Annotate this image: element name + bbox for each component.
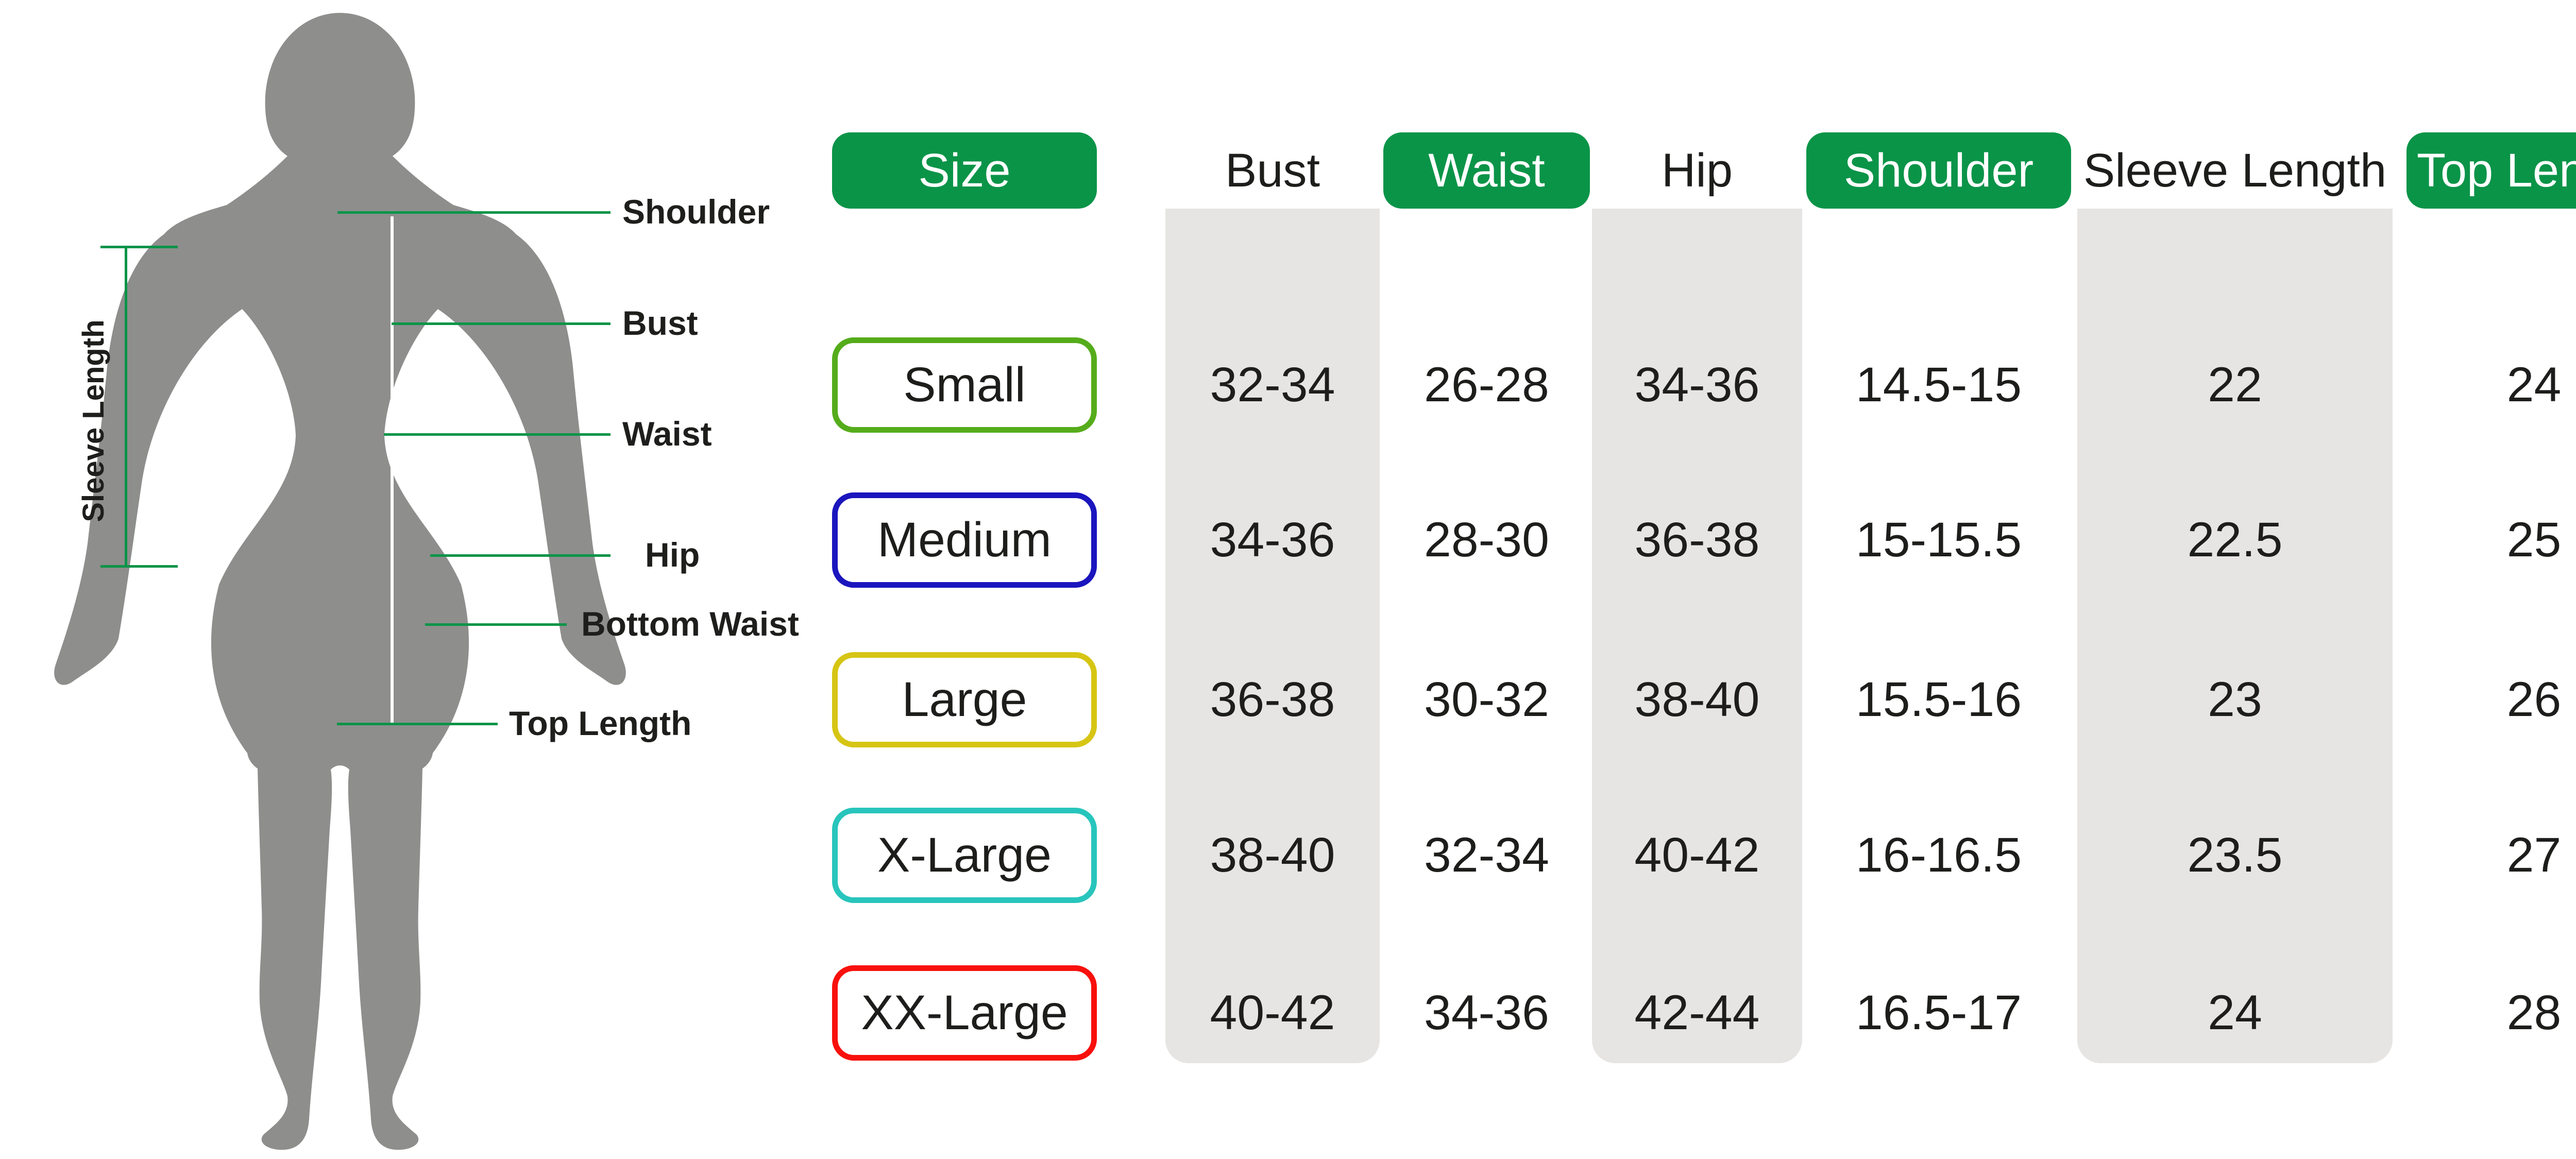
cell-x-large-waist: 32-34 — [1424, 827, 1549, 882]
sleeve-length-bracket-bottom-tick — [100, 565, 178, 568]
cell-large-sleeve-length: 23 — [2208, 672, 2262, 727]
column-stripe-bust — [1165, 209, 1380, 1063]
size-button-large: Large — [832, 652, 1097, 747]
cell-large-bust: 36-38 — [1210, 672, 1335, 727]
column-header-sleeve-length: Sleeve Length — [2077, 132, 2393, 209]
hip-measure-line — [430, 554, 611, 557]
bust-label: Bust — [622, 304, 698, 342]
cell-small-bust: 32-34 — [1210, 357, 1335, 412]
body-center-line — [391, 216, 394, 725]
cell-small-top-length: 24 — [2506, 357, 2562, 412]
woman-silhouette — [54, 13, 626, 1150]
cell-medium-shoulder: 15-15.5 — [1855, 512, 2022, 567]
cell-xx-large-bust: 40-42 — [1210, 985, 1335, 1040]
cell-x-large-bust: 38-40 — [1210, 827, 1335, 882]
cell-large-top-length: 26 — [2506, 672, 2562, 727]
size-button-xx-large: XX-Large — [832, 965, 1097, 1061]
sleeve-length-bracket-top-tick — [100, 246, 178, 248]
cell-small-shoulder: 14.5-15 — [1855, 357, 2022, 412]
cell-small-hip: 34-36 — [1634, 357, 1760, 412]
column-header-shoulder: Shoulder — [1806, 132, 2071, 209]
cell-xx-large-shoulder: 16.5-17 — [1855, 985, 2022, 1040]
cell-small-sleeve-length: 22 — [2208, 357, 2262, 412]
cell-medium-bust: 34-36 — [1210, 512, 1335, 567]
bust-measure-line — [392, 322, 611, 325]
cell-large-waist: 30-32 — [1424, 672, 1549, 727]
column-stripe-hip — [1592, 209, 1802, 1063]
column-header-waist: Waist — [1383, 132, 1590, 209]
size-button-x-large: X-Large — [832, 807, 1097, 903]
bottom-waist-label: Bottom Waist — [581, 605, 799, 643]
cell-large-shoulder: 15.5-16 — [1855, 672, 2022, 727]
column-header-size: Size — [832, 132, 1097, 209]
cell-x-large-shoulder: 16-16.5 — [1855, 827, 2022, 882]
sleeve-length-label: Sleeve Length — [77, 319, 110, 522]
hip-label: Hip — [645, 536, 700, 574]
cell-xx-large-sleeve-length: 24 — [2208, 985, 2262, 1040]
cell-medium-top-length: 25 — [2506, 512, 2562, 567]
waist-label: Waist — [622, 415, 712, 453]
shoulder-label: Shoulder — [622, 193, 770, 231]
cell-x-large-top-length: 27 — [2506, 827, 2562, 882]
cell-medium-waist: 28-30 — [1424, 512, 1549, 567]
sleeve-length-bracket-line — [125, 247, 127, 567]
column-header-hip: Hip — [1592, 132, 1802, 209]
waist-measure-line — [384, 433, 611, 436]
top-length-measure-line — [337, 723, 498, 725]
cell-xx-large-hip: 42-44 — [1634, 985, 1760, 1040]
cell-x-large-sleeve-length: 23.5 — [2187, 827, 2283, 882]
cell-large-hip: 38-40 — [1634, 672, 1760, 727]
shoulder-measure-line — [337, 211, 611, 214]
column-header-top-length: Top Length — [2406, 132, 2576, 209]
size-button-small: Small — [832, 337, 1097, 433]
cell-small-waist: 26-28 — [1424, 357, 1549, 412]
column-stripe-sleeve-length — [2077, 209, 2393, 1063]
cell-medium-hip: 36-38 — [1634, 512, 1760, 567]
cell-x-large-hip: 40-42 — [1634, 827, 1760, 882]
cell-xx-large-top-length: 28 — [2506, 985, 2562, 1040]
column-header-bust: Bust — [1165, 132, 1380, 209]
bottom-waist-measure-line — [425, 623, 567, 626]
top-length-label: Top Length — [509, 704, 692, 742]
cell-medium-sleeve-length: 22.5 — [2187, 512, 2283, 567]
cell-xx-large-waist: 34-36 — [1424, 985, 1549, 1040]
size-button-medium: Medium — [832, 492, 1097, 588]
